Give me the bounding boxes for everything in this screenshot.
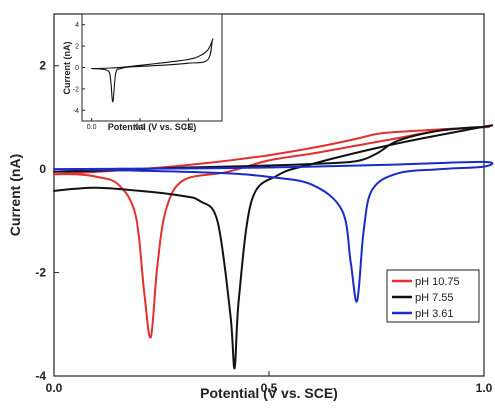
legend-label-ph-3-61: pH 3.61 [415,308,454,320]
y-tick-label-0: 0 [75,65,79,72]
y-tick-label-4: -4 [35,369,46,383]
y-tick-label-0: 0 [39,162,46,176]
legend-label-ph-7-55: pH 7.55 [415,292,454,304]
inset-plot-frame [81,13,223,122]
legend: pH 10.75 pH 7.55 pH 3.61 [386,269,480,323]
x-tick-label-0-5: 0.5 [261,381,278,395]
y-tick-label-2: -2 [35,266,46,280]
y-tick-label-4: 4 [75,22,79,29]
legend-label-ph-10-75: pH 10.75 [415,276,460,288]
main-series-line-ph-3-61 [53,160,494,303]
inset-x-axis-title: Potential (V vs. SCE) [108,122,197,132]
main-series-group [53,124,494,370]
inset-series-group [91,38,214,103]
inset-axis-ticks: 0.0 0.5 1.0 -4 -2 0 2 4 [73,22,193,131]
main-series-line-ph-10-75 [53,125,491,339]
x-tick-label-0-5: 0.5 [135,124,145,131]
inset-y-axis-title: Current (nA) [62,42,72,95]
x-tick-label-1-0: 1.0 [183,124,193,131]
x-tick-label-1-0: 1.0 [476,381,493,395]
x-tick-label-0-0: 0.0 [46,381,63,395]
inset-series-line-0 [91,38,214,103]
y-tick-label-2: -2 [73,86,79,93]
x-axis-title: Potential (V vs. SCE) [200,385,338,401]
y-axis-title: Current (nA) [7,154,23,236]
x-tick-label-0-0: 0.0 [87,124,97,131]
y-tick-label-4: -4 [73,108,79,115]
y-tick-label-2: 2 [39,59,46,73]
y-tick-label-2: 2 [75,44,79,51]
main-series-line-ph-7-55 [53,124,494,370]
